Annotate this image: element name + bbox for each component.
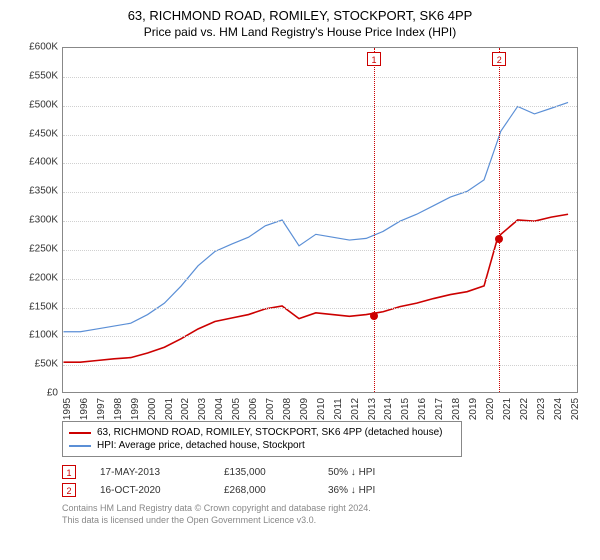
y-axis-label: £500K (14, 99, 58, 110)
y-axis-label: £100K (14, 330, 58, 341)
y-axis-label: £200K (14, 272, 58, 283)
datapoint-price: £135,000 (224, 467, 304, 478)
y-axis-label: £300K (14, 215, 58, 226)
x-axis-label: 2023 (536, 398, 542, 420)
legend-label-red: 63, RICHMOND ROAD, ROMILEY, STOCKPORT, S… (97, 427, 443, 438)
y-axis-label: £450K (14, 128, 58, 139)
x-axis-label: 2019 (468, 398, 474, 420)
plot-area: 12 (62, 47, 578, 393)
x-axis-label: 2003 (197, 398, 203, 420)
series-line (63, 214, 568, 362)
legend-box: 63, RICHMOND ROAD, ROMILEY, STOCKPORT, S… (62, 421, 462, 457)
x-axis-label: 2024 (553, 398, 559, 420)
legend-item-price-paid: 63, RICHMOND ROAD, ROMILEY, STOCKPORT, S… (69, 426, 455, 439)
chart-subtitle: Price paid vs. HM Land Registry's House … (14, 25, 586, 39)
x-axis-label: 2004 (214, 398, 220, 420)
x-axis-label: 2006 (248, 398, 254, 420)
y-axis-label: £350K (14, 186, 58, 197)
x-axis-label: 1998 (113, 398, 119, 420)
x-axis-label: 2016 (417, 398, 423, 420)
x-axis-label: 2010 (316, 398, 322, 420)
x-axis-label: 2012 (350, 398, 356, 420)
y-axis-label: £150K (14, 301, 58, 312)
chart-area: £0 £50K £100K £150K £200K £250K £300K £350K £400… (14, 45, 586, 415)
x-axis-label: 2005 (231, 398, 237, 420)
datapoint-row: 2 16-OCT-2020 £268,000 36% ↓ HPI (62, 483, 586, 497)
series-line (63, 102, 568, 331)
x-axis-label: 2014 (383, 398, 389, 420)
datapoint-relative: 36% ↓ HPI (328, 485, 408, 496)
legend-swatch-red (69, 432, 91, 434)
footer-attribution: Contains HM Land Registry data © Crown c… (62, 503, 586, 526)
x-axis-label: 2001 (164, 398, 170, 420)
y-axis-label: £550K (14, 70, 58, 81)
marker-line (374, 48, 375, 392)
x-axis-label: 2002 (180, 398, 186, 420)
datapoint-marker: 1 (62, 465, 76, 479)
y-axis-label: £600K (14, 42, 58, 53)
x-axis-label: 1997 (96, 398, 102, 420)
datapoint-date: 16-OCT-2020 (100, 485, 200, 496)
marker-box: 2 (492, 52, 506, 66)
data-point (370, 312, 378, 320)
y-axis-label: £250K (14, 243, 58, 254)
x-axis-label: 1996 (79, 398, 85, 420)
x-axis-label: 2000 (147, 398, 153, 420)
legend-item-hpi: HPI: Average price, detached house, Stoc… (69, 439, 455, 452)
x-axis-label: 2013 (367, 398, 373, 420)
x-axis-label: 2020 (485, 398, 491, 420)
x-axis-label: 2017 (434, 398, 440, 420)
datapoint-row: 1 17-MAY-2013 £135,000 50% ↓ HPI (62, 465, 586, 479)
footer-line-1: Contains HM Land Registry data © Crown c… (62, 503, 586, 515)
datapoint-date: 17-MAY-2013 (100, 467, 200, 478)
x-axis-label: 2009 (299, 398, 305, 420)
footer-line-2: This data is licensed under the Open Gov… (62, 515, 586, 527)
legend-label-blue: HPI: Average price, detached house, Stoc… (97, 440, 305, 451)
data-point (495, 235, 503, 243)
marker-line (499, 48, 500, 392)
y-axis-label: £50K (14, 359, 58, 370)
marker-box: 1 (367, 52, 381, 66)
x-axis-label: 2008 (282, 398, 288, 420)
chart-container: 63, RICHMOND ROAD, ROMILEY, STOCKPORT, S… (0, 0, 600, 534)
legend-swatch-blue (69, 445, 91, 447)
x-axis-label: 2011 (333, 398, 339, 420)
datapoint-price: £268,000 (224, 485, 304, 496)
x-axis-label: 2022 (519, 398, 525, 420)
x-axis-label: 2025 (570, 398, 576, 420)
x-axis-label: 2015 (400, 398, 406, 420)
datapoint-marker: 2 (62, 483, 76, 497)
y-axis-label: £400K (14, 157, 58, 168)
x-axis-label: 2007 (265, 398, 271, 420)
chart-title: 63, RICHMOND ROAD, ROMILEY, STOCKPORT, S… (14, 8, 586, 23)
x-axis-label: 1995 (62, 398, 68, 420)
y-axis-label: £0 (14, 388, 58, 399)
x-axis-label: 2021 (502, 398, 508, 420)
datapoint-table: 1 17-MAY-2013 £135,000 50% ↓ HPI 2 16-OC… (62, 465, 586, 497)
x-axis-label: 2018 (451, 398, 457, 420)
datapoint-relative: 50% ↓ HPI (328, 467, 408, 478)
x-axis-label: 1999 (130, 398, 136, 420)
